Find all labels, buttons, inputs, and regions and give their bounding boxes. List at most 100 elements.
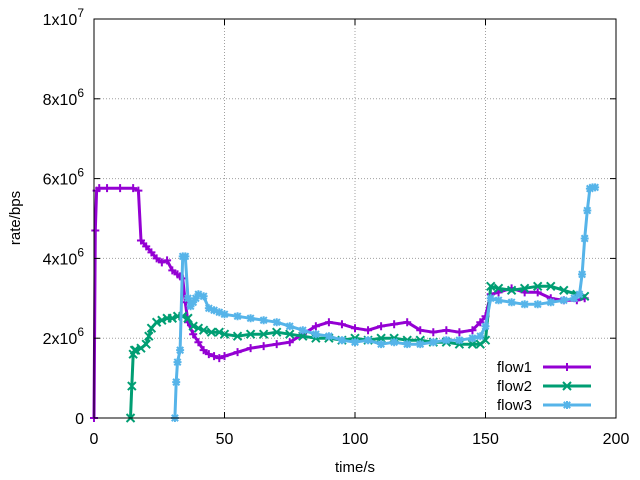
data-point: [103, 184, 112, 193]
data-point: [95, 184, 104, 193]
data-point: [181, 252, 190, 261]
data-point: [364, 326, 373, 335]
legend-entry: flow2: [497, 378, 591, 395]
data-point: [520, 300, 529, 309]
data-point: [142, 242, 151, 251]
data-point: [519, 283, 530, 294]
data-point: [533, 288, 542, 297]
data-point: [157, 258, 166, 267]
data-point: [220, 310, 229, 319]
axis-ticks: 0 50 100 150 200 0 2x106 4x106 6x106 8x106 1x107: [43, 6, 630, 448]
data-point: [167, 313, 178, 323]
grid-lines: [94, 19, 616, 418]
data-point: [204, 350, 213, 359]
data-point: [455, 336, 464, 345]
data-point: [285, 338, 294, 347]
data-point: [575, 290, 584, 299]
legend-label: flow3: [497, 397, 532, 414]
data-point: [188, 321, 198, 331]
data-point: [559, 285, 569, 296]
data-point: [311, 330, 320, 339]
y-tick-label: 1x107: [43, 6, 85, 29]
data-point: [246, 314, 255, 323]
data-point: [416, 340, 425, 349]
legend-label: flow2: [497, 378, 532, 395]
data-point: [173, 358, 182, 367]
data-point: [232, 331, 243, 341]
data-point: [481, 322, 490, 331]
series-flow3: [170, 183, 600, 422]
data-point: [134, 186, 143, 195]
data-point: [324, 332, 333, 341]
series-line: [173, 185, 596, 419]
data-point: [204, 304, 213, 313]
data-point: [91, 226, 100, 235]
data-point: [298, 326, 307, 335]
data-point: [285, 322, 294, 331]
x-tick-label: 100: [342, 431, 369, 448]
data-point: [199, 346, 208, 355]
data-point: [141, 339, 151, 349]
legend-entry: flow3: [497, 397, 591, 414]
data-point: [194, 338, 203, 347]
data-point: [493, 283, 504, 294]
data-point: [591, 183, 600, 192]
data-point: [546, 298, 555, 307]
data-point: [157, 315, 167, 325]
data-point: [245, 329, 256, 339]
data-point: [127, 381, 137, 391]
data-point: [429, 328, 438, 337]
data-point: [136, 236, 145, 245]
y-tick-label: 6x106: [43, 166, 85, 189]
y-tick-label: 4x106: [43, 245, 85, 268]
data-point: [144, 331, 154, 341]
data-point: [324, 318, 333, 327]
data-point: [147, 248, 156, 257]
data-point: [163, 256, 172, 265]
data-point: [311, 322, 320, 331]
data-point: [193, 323, 204, 333]
legend: flow1 flow2 flow3: [497, 359, 591, 414]
legend-label: flow1: [497, 359, 532, 376]
data-point: [507, 298, 516, 307]
data-point: [151, 317, 162, 327]
data-point: [559, 296, 568, 305]
data-point: [580, 234, 589, 243]
data-point: [442, 336, 451, 345]
data-point: [533, 300, 542, 309]
data-point: [272, 340, 281, 349]
data-point: [215, 354, 224, 363]
y-axis-title: rate/bps: [7, 191, 24, 245]
data-point: [377, 340, 386, 349]
data-point: [176, 346, 185, 355]
data-point: [506, 285, 517, 296]
data-point: [442, 326, 451, 335]
data-point: [455, 328, 464, 337]
data-point: [210, 352, 219, 361]
data-point: [494, 296, 503, 305]
x-tick-label: 0: [90, 431, 99, 448]
data-point: [403, 318, 412, 327]
data-point: [220, 352, 229, 361]
data-point: [131, 345, 141, 355]
data-point: [546, 281, 556, 292]
data-point: [116, 184, 125, 193]
data-point: [214, 327, 224, 337]
data-point: [337, 320, 346, 329]
data-point: [476, 318, 485, 327]
data-point: [416, 326, 425, 335]
data-point: [429, 338, 438, 347]
data-point: [215, 308, 224, 317]
legend-marker: [563, 363, 571, 371]
data-point: [337, 336, 346, 345]
data-point: [168, 266, 177, 275]
y-tick-label: 0: [75, 411, 84, 428]
legend-marker: [563, 401, 571, 409]
data-point: [210, 306, 219, 315]
y-tick-label: 2x106: [43, 325, 85, 348]
data-point: [246, 344, 255, 353]
legend-marker: [562, 381, 572, 391]
data-point: [285, 329, 295, 339]
data-point: [403, 340, 412, 349]
